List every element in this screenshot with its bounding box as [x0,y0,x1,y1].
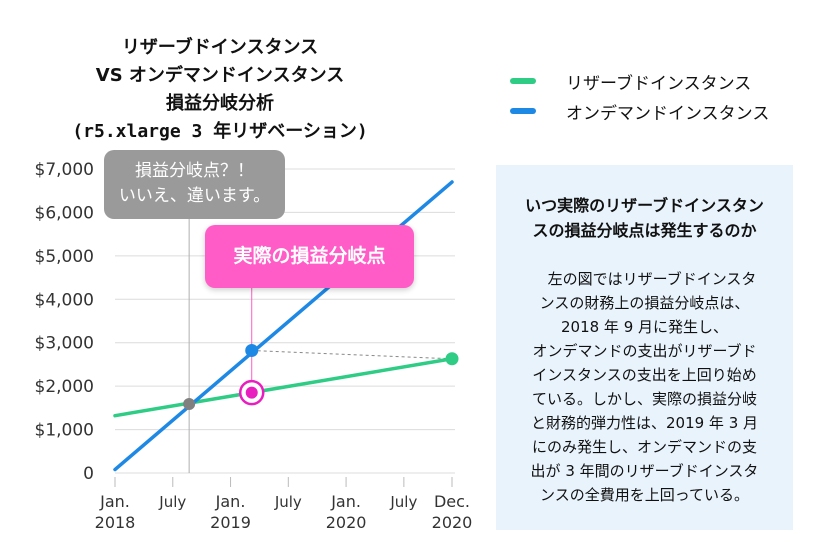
x-tick-label: Jan. [330,492,361,511]
x-tick-label: July [158,493,186,511]
y-tick-label: $7,000 [35,160,94,180]
chart-title-line-4: (r5.xlarge 3 年リザベーション) [72,121,368,142]
x-tick-label: Dec. [434,492,470,511]
panel-body-line-3: 2018 年 9 月に発生し、 [560,318,729,336]
y-tick-label: $1,000 [35,421,94,441]
legend-item-reserved: リザーブドインスタンス [510,70,752,94]
panel-body-line-5: インスタンスの支出を上回り始め [532,366,757,384]
legend-label-ondemand: オンデマンドインスタンス [566,103,770,124]
panel-body-line-8: にのみ発生し、オンデマンドの支 [531,438,757,456]
x-tick-label: July [274,493,302,511]
y-tick-label: $4,000 [35,290,94,310]
legend-swatch-ondemand [510,108,536,114]
panel-body: 左の図ではリザーブドインスタ ンスの財務上の損益分岐点は、 2018 年 9 月… [510,267,779,507]
callout-actual-breakeven: 実際の損益分岐点 [205,225,414,288]
panel-body-line-1: 左の図ではリザーブドインスタ [532,270,757,288]
ondemand-full-cost-point [245,344,259,358]
x-tick-label: 2018 [95,513,136,532]
panel-body-line-10: ンスの全費用を上回っている。 [540,486,749,504]
y-tick-label: $6,000 [35,203,94,223]
legend-swatch-reserved [510,78,536,84]
panel-heading: いつ実際のリザーブドインスタン スの損益分岐点は発生するのか [510,193,779,243]
legend-label-reserved: リザーブドインスタンス [566,73,752,94]
x-tick-label: Jan. [99,492,130,511]
panel-heading-line-2: スの損益分岐点は発生するのか [532,221,757,240]
full-cost-dashed-line [251,350,453,360]
y-tick-label: $2,000 [35,377,94,397]
legend-item-ondemand: オンデマンドインスタンス [510,100,770,124]
callout-breakeven-question: 損益分岐点？！ いいえ、違います。 [104,150,285,219]
x-tick-label: Jan. [215,492,246,511]
panel-body-line-7: と財務的弾力性は、2019 年 3 月 [530,414,759,432]
x-tick-label: 2019 [210,513,251,532]
chart-title-line-3: 損益分岐分析 [166,93,274,114]
panel-heading-line-1: いつ実際のリザーブドインスタン [525,196,764,215]
explanation-panel: いつ実際のリザーブドインスタン スの損益分岐点は発生するのか 左の図ではリザーブ… [496,165,793,530]
y-tick-label: $5,000 [35,247,94,267]
y-tick-label: $3,000 [35,334,94,354]
panel-body-line-6: ている。しかし、実際の損益分岐 [531,390,757,408]
panel-body-line-9: 出が 3 年間のリザーブドインスタ [530,462,759,480]
chart-title-line-1: リザーブドインスタンス [121,37,319,58]
x-tick-label: 2020 [326,513,367,532]
panel-body-line-2: ンスの財務上の損益分岐点は、 [539,294,750,312]
panel-body-line-4: オンデマンドの支出がリザーブド [532,342,757,360]
x-tick-label: July [389,493,417,511]
callout-gray-line-2: いいえ、違います。 [118,186,271,206]
actual-breakeven-point [245,386,258,399]
reserved-end-point [445,352,459,366]
x-tick-label: 2020 [432,513,473,532]
callout-gray-line-1: 損益分岐点？！ [135,161,254,181]
breakeven-point [183,397,196,410]
series-line-reserved [113,357,454,418]
y-tick-label: 0 [83,464,94,484]
chart-title-line-2: VS オンデマンドインスタンス [95,65,345,86]
